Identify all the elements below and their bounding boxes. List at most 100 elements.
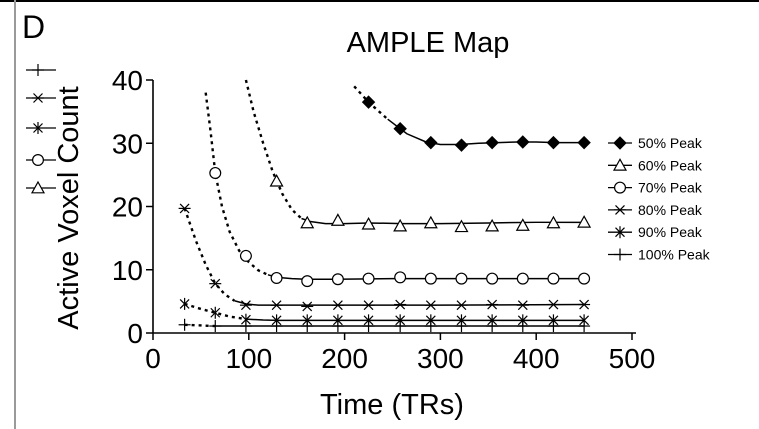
data-point: [424, 272, 437, 285]
data-point: [578, 320, 591, 333]
series-solid-line: [301, 217, 585, 225]
data-point: [362, 320, 375, 333]
data-point: [423, 215, 438, 229]
data-point: [547, 299, 560, 310]
data-point: [516, 320, 529, 333]
data-point: [516, 272, 529, 285]
data-point: [485, 135, 499, 150]
data-point: [454, 219, 469, 233]
x-tick-label: 0: [145, 343, 161, 374]
data-point: [394, 271, 407, 284]
data-point: [486, 299, 499, 310]
data-point: [361, 216, 376, 230]
data-point: [486, 320, 499, 333]
data-point: [424, 135, 438, 150]
y-axis-label: Active Voxel Count: [53, 86, 85, 329]
data-point: [239, 320, 252, 333]
data-point: [455, 272, 468, 285]
legend-label: 60% Peak: [638, 157, 703, 173]
chart-title: AMPLE Map: [347, 27, 510, 59]
legend-marker: [612, 158, 628, 171]
legend-label: 80% Peak: [638, 202, 703, 218]
series-solid-line: [245, 318, 585, 322]
left-marker: [33, 122, 43, 134]
data-point: [424, 300, 437, 311]
data-point: [485, 218, 500, 232]
data-point: [362, 272, 375, 285]
legend-label: 70% Peak: [638, 180, 703, 196]
legend-marker: [615, 226, 625, 239]
legend: 50% Peak 60% Peak 70% Peak 80% Peak 90% Peak…: [608, 135, 711, 263]
series-dashed-line: [244, 79, 303, 220]
data-point: [210, 306, 221, 319]
data-point: [239, 300, 252, 311]
left-marker: [30, 180, 46, 194]
legend-marker: [613, 181, 626, 194]
left-marker: [32, 64, 44, 76]
x-axis-ticks: 0 100 200 300 400 500: [145, 333, 655, 374]
data-point: [239, 249, 252, 262]
legend-marker: [614, 204, 626, 215]
data-point: [178, 318, 191, 331]
data-point: [331, 320, 344, 333]
series-dashed-line: [183, 208, 236, 302]
data-point: [394, 320, 407, 333]
legend-label: 90% Peak: [638, 224, 703, 240]
y-tick-label: 0: [127, 318, 143, 349]
series-5: [178, 318, 591, 333]
legend-item: 50% Peak: [608, 135, 703, 151]
data-point: [361, 95, 376, 109]
left-marker-item: [26, 154, 56, 167]
data-point: [547, 320, 560, 333]
data-point: [577, 135, 591, 150]
x-axis-label: Time (TRs): [320, 389, 464, 421]
data-point: [301, 275, 314, 288]
legend-marker: [613, 136, 627, 150]
panel-letter: D: [22, 9, 45, 45]
data-point: [301, 320, 314, 333]
data-point: [300, 215, 315, 229]
top-border: [0, 0, 759, 2]
data-point: [546, 135, 561, 150]
data-point: [547, 272, 560, 285]
left-marker-column: [26, 64, 56, 194]
data-point: [209, 278, 222, 289]
legend-label: 100% Peak: [638, 247, 711, 263]
data-point: [270, 271, 283, 284]
y-tick-label: 20: [112, 192, 143, 223]
series-dashed-line: [204, 92, 269, 276]
x-tick-label: 300: [417, 343, 464, 374]
data-point: [515, 218, 530, 231]
x-tick-label: 500: [609, 343, 656, 374]
plot-area: [178, 79, 592, 333]
data-point: [454, 138, 469, 152]
legend-marker: [614, 248, 626, 261]
legend-label: 50% Peak: [638, 135, 703, 151]
data-point: [393, 218, 408, 232]
legend-item: 80% Peak: [608, 202, 703, 218]
data-point: [270, 320, 283, 333]
data-point: [424, 320, 437, 333]
axes: [152, 80, 636, 334]
data-point: [269, 173, 284, 187]
data-point: [209, 166, 222, 179]
data-point: [331, 300, 344, 311]
data-point: [301, 301, 314, 312]
y-tick-label: 10: [112, 255, 143, 286]
data-point: [330, 213, 345, 226]
x-tick-label: 100: [225, 343, 272, 374]
legend-item: 100% Peak: [608, 247, 711, 263]
data-point: [578, 299, 591, 310]
left-marker-item: [26, 64, 56, 76]
data-point: [362, 300, 375, 311]
data-point: [577, 215, 592, 228]
data-point: [393, 121, 407, 136]
legend-item: 70% Peak: [608, 180, 703, 196]
data-point: [179, 297, 190, 310]
y-tick-label: 40: [112, 65, 143, 96]
left-marker-item: [26, 93, 56, 103]
legend-item: 90% Peak: [608, 224, 703, 240]
left-marker-item: [26, 180, 56, 194]
data-point: [394, 299, 407, 310]
data-point: [209, 320, 222, 333]
